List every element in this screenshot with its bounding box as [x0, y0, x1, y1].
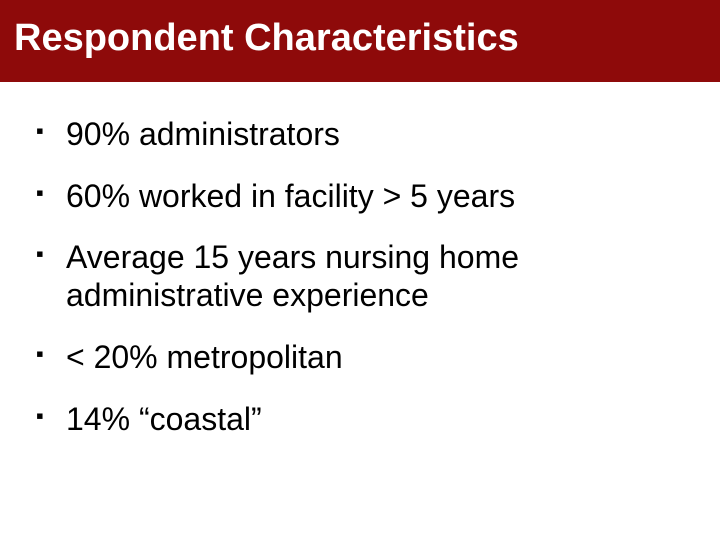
square-bullet-icon: ▪: [36, 343, 44, 365]
list-item: ▪ 14% “coastal”: [36, 401, 684, 439]
slide-title: Respondent Characteristics: [14, 18, 706, 60]
square-bullet-icon: ▪: [36, 182, 44, 204]
bullet-list: ▪ 90% administrators ▪ 60% worked in fac…: [36, 116, 684, 439]
slide: Respondent Characteristics ▪ 90% adminis…: [0, 0, 720, 540]
square-bullet-icon: ▪: [36, 405, 44, 427]
title-bar: Respondent Characteristics: [0, 0, 720, 82]
bullet-text: 60% worked in facility > 5 years: [66, 178, 515, 214]
square-bullet-icon: ▪: [36, 243, 44, 265]
slide-content: ▪ 90% administrators ▪ 60% worked in fac…: [0, 82, 720, 439]
square-bullet-icon: ▪: [36, 120, 44, 142]
bullet-text: 90% administrators: [66, 116, 340, 152]
bullet-text: 14% “coastal”: [66, 401, 262, 437]
list-item: ▪ 60% worked in facility > 5 years: [36, 178, 684, 216]
list-item: ▪ 90% administrators: [36, 116, 684, 154]
list-item: ▪ < 20% metropolitan: [36, 339, 684, 377]
list-item: ▪ Average 15 years nursing home administ…: [36, 239, 684, 315]
bullet-text: < 20% metropolitan: [66, 339, 343, 375]
bullet-text: Average 15 years nursing home administra…: [66, 239, 519, 313]
